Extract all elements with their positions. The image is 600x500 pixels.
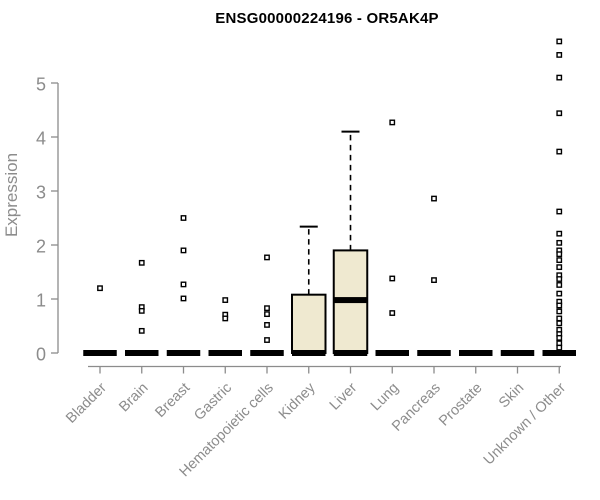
outlier-point xyxy=(556,52,563,58)
median-bar xyxy=(333,297,368,304)
x-category-label: Skin xyxy=(496,380,527,411)
outlier-point xyxy=(556,282,563,288)
outlier-point xyxy=(138,327,145,334)
outlier-point xyxy=(556,344,563,351)
x-category-label: Brain xyxy=(116,380,151,415)
outlier-point xyxy=(556,230,563,237)
box-group-prostate xyxy=(459,350,493,356)
y-axis: 0 1 2 3 4 5 xyxy=(36,75,59,365)
outlier-point xyxy=(556,276,563,282)
x-category-label: Prostate xyxy=(436,380,485,429)
box-group-breast xyxy=(166,215,201,356)
outlier-point xyxy=(222,297,229,303)
y-tick-label: 3 xyxy=(36,183,46,203)
median-bar xyxy=(542,350,576,356)
y-tick-label: 4 xyxy=(36,129,46,149)
x-category-label: Kidney xyxy=(276,379,319,422)
outlier-point xyxy=(431,277,437,283)
outlier-point xyxy=(556,290,563,297)
median-bar xyxy=(292,350,326,356)
y-tick-label: 5 xyxy=(36,75,46,95)
outlier-point xyxy=(556,208,563,215)
outlier-point xyxy=(556,239,563,246)
outlier-point xyxy=(389,275,396,282)
outlier-point xyxy=(264,322,270,328)
box-group-unknown-other xyxy=(542,38,576,356)
y-tick-label: 1 xyxy=(36,291,46,311)
median-bar xyxy=(166,350,201,356)
outlier-point xyxy=(556,148,563,155)
outlier-point xyxy=(389,119,396,126)
box-group-brain xyxy=(125,259,159,356)
box-group-liver xyxy=(332,130,369,356)
outlier-point xyxy=(556,264,563,271)
outlier-point xyxy=(389,310,396,316)
chart-title: ENSG00000224196 - OR5AK4P xyxy=(215,10,439,27)
median-bar xyxy=(250,350,284,356)
box-group-bladder xyxy=(83,285,117,356)
outlier-point xyxy=(556,320,563,327)
box xyxy=(291,293,327,354)
box-group-lung xyxy=(375,119,409,356)
outlier-point xyxy=(264,311,270,318)
outlier-point xyxy=(138,307,145,314)
box-group-kidney xyxy=(291,225,327,356)
outlier-point xyxy=(180,295,187,302)
outlier-point xyxy=(556,302,563,309)
x-category-label: Bladder xyxy=(63,380,110,427)
y-tick-label: 0 xyxy=(36,345,46,365)
box-group-pancreas xyxy=(417,195,451,356)
median-bar xyxy=(83,350,117,356)
median-bar xyxy=(459,350,493,356)
median-bar xyxy=(125,350,159,356)
median-bar xyxy=(417,350,451,356)
median-bar xyxy=(500,350,535,356)
median-bar xyxy=(208,350,242,356)
y-tick-label: 2 xyxy=(36,237,46,257)
x-category-label: Liver xyxy=(327,380,361,414)
box-group-gastric xyxy=(208,297,242,356)
outlier-point xyxy=(180,281,187,288)
outlier-point xyxy=(556,74,563,81)
box-group-skin xyxy=(500,350,535,356)
outlier-point xyxy=(264,254,270,261)
outlier-point xyxy=(222,315,229,322)
outlier-point xyxy=(138,259,145,266)
outlier-point xyxy=(97,285,103,292)
outlier-point xyxy=(556,334,563,341)
outlier-point xyxy=(180,215,187,221)
outlier-point xyxy=(556,38,563,45)
outlier-point xyxy=(556,308,563,315)
x-category-label: Breast xyxy=(152,380,193,421)
box-group-hematopoietic-cells xyxy=(250,254,284,356)
outlier-point xyxy=(180,247,187,254)
x-category-label: Lung xyxy=(368,380,402,414)
outlier-point xyxy=(431,195,437,202)
lower-whisker-bar xyxy=(333,350,368,356)
outlier-point xyxy=(556,257,563,264)
outlier-point xyxy=(556,315,563,322)
outlier-point xyxy=(556,251,563,258)
outlier-point xyxy=(264,305,270,312)
outlier-point xyxy=(556,110,563,117)
outlier-point xyxy=(264,337,270,343)
median-bar xyxy=(375,350,409,356)
